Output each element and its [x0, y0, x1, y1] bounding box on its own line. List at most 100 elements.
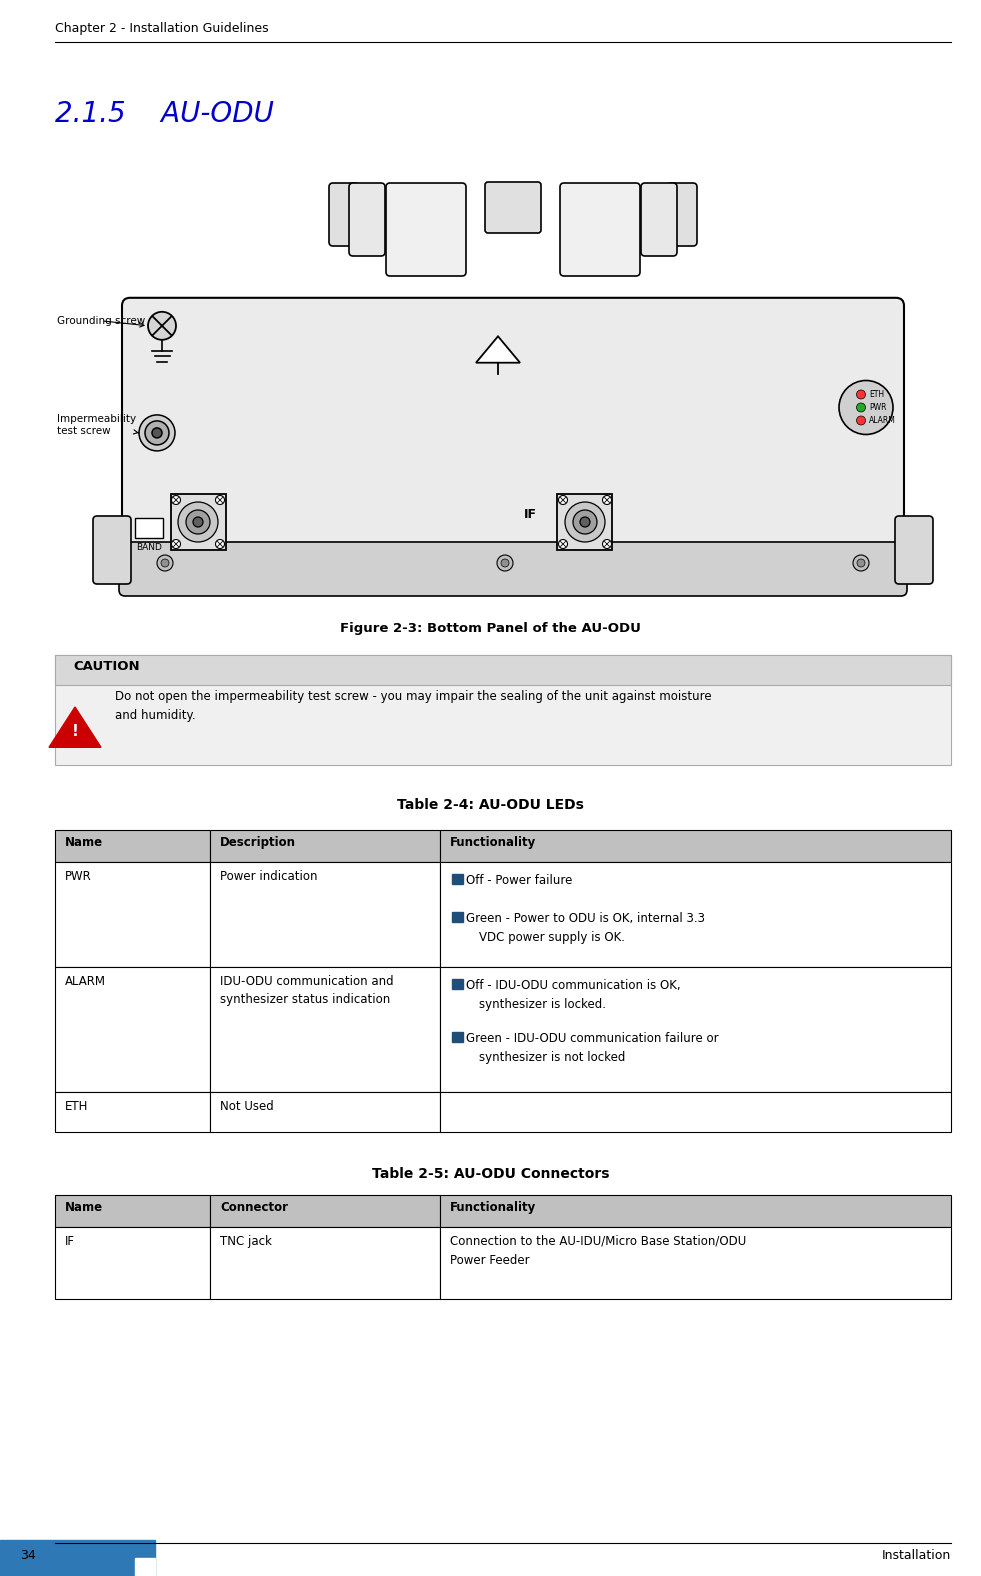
Circle shape: [857, 559, 865, 567]
Text: Off - IDU-ODU communication is OK,: Off - IDU-ODU communication is OK,: [466, 979, 681, 991]
Bar: [55, 656, 951, 686]
FancyBboxPatch shape: [895, 515, 933, 585]
Bar: [55, 1195, 210, 1228]
Circle shape: [172, 539, 181, 548]
Polygon shape: [476, 336, 520, 362]
Bar: [210, 968, 440, 1092]
Bar: [440, 1228, 951, 1299]
Bar: [210, 1228, 440, 1299]
Text: Impermeability
test screw: Impermeability test screw: [57, 414, 139, 435]
Circle shape: [558, 495, 567, 504]
Bar: [210, 862, 440, 968]
Bar: [55, 656, 951, 764]
Circle shape: [602, 539, 611, 548]
FancyBboxPatch shape: [386, 183, 466, 276]
Circle shape: [178, 503, 218, 542]
Circle shape: [856, 403, 865, 411]
Circle shape: [216, 495, 225, 504]
Circle shape: [148, 312, 176, 340]
Text: PWR: PWR: [869, 403, 887, 411]
FancyBboxPatch shape: [122, 298, 904, 567]
Bar: [440, 862, 951, 968]
Circle shape: [152, 429, 162, 438]
Bar: [557, 495, 612, 550]
Circle shape: [497, 555, 513, 571]
Text: IDU-ODU communication and
synthesizer status indication: IDU-ODU communication and synthesizer st…: [220, 976, 393, 1005]
Bar: [452, 979, 463, 990]
Circle shape: [216, 539, 225, 548]
FancyBboxPatch shape: [667, 183, 697, 246]
Text: synthesizer is not locked: synthesizer is not locked: [479, 1051, 625, 1064]
Circle shape: [139, 414, 175, 451]
Text: Do not open the impermeability test screw - you may impair the sealing of the un: Do not open the impermeability test scre…: [115, 690, 711, 722]
Circle shape: [856, 389, 865, 399]
Circle shape: [161, 559, 169, 567]
Circle shape: [839, 380, 893, 435]
Text: Functionality: Functionality: [450, 1201, 537, 1214]
Text: ETH: ETH: [65, 1100, 88, 1113]
FancyBboxPatch shape: [485, 181, 541, 233]
Text: Installation: Installation: [882, 1549, 951, 1562]
FancyBboxPatch shape: [641, 183, 677, 255]
Text: ETH: ETH: [869, 389, 884, 399]
Text: PWR: PWR: [65, 870, 92, 883]
Text: TNC jack: TNC jack: [220, 1236, 272, 1248]
Bar: [55, 862, 210, 968]
Text: Power indication: Power indication: [220, 870, 318, 883]
FancyBboxPatch shape: [560, 183, 640, 276]
Bar: [55, 656, 951, 686]
Text: Figure 2-3: Bottom Panel of the AU-ODU: Figure 2-3: Bottom Panel of the AU-ODU: [340, 623, 641, 635]
Text: 2.1.5    AU-ODU: 2.1.5 AU-ODU: [55, 99, 274, 128]
Text: Connector: Connector: [220, 1201, 288, 1214]
Text: Grounding screw: Grounding screw: [57, 315, 145, 326]
Text: Name: Name: [65, 835, 103, 849]
Bar: [452, 913, 463, 922]
Circle shape: [602, 495, 611, 504]
Bar: [210, 1092, 440, 1132]
Circle shape: [856, 416, 865, 426]
Bar: [135, 519, 163, 537]
Bar: [210, 1195, 440, 1228]
Bar: [55, 1092, 210, 1132]
Polygon shape: [49, 708, 101, 747]
Circle shape: [501, 559, 509, 567]
Bar: [452, 875, 463, 884]
Circle shape: [157, 555, 173, 571]
Bar: [452, 1032, 463, 1042]
Circle shape: [853, 555, 869, 571]
Circle shape: [558, 539, 567, 548]
Text: Functionality: Functionality: [450, 835, 537, 849]
Text: Chapter 2 - Installation Guidelines: Chapter 2 - Installation Guidelines: [55, 22, 269, 35]
Bar: [440, 831, 951, 862]
Text: CAUTION: CAUTION: [73, 660, 139, 673]
Bar: [440, 1195, 951, 1228]
Text: Table 2-5: AU-ODU Connectors: Table 2-5: AU-ODU Connectors: [372, 1166, 609, 1180]
FancyBboxPatch shape: [93, 515, 131, 585]
Text: Name: Name: [65, 1201, 103, 1214]
Text: VDC power supply is OK.: VDC power supply is OK.: [479, 931, 625, 944]
Text: !: !: [72, 725, 78, 739]
FancyBboxPatch shape: [329, 183, 359, 246]
Text: Table 2-4: AU-ODU LEDs: Table 2-4: AU-ODU LEDs: [397, 797, 584, 812]
Text: 34: 34: [20, 1549, 35, 1562]
Text: IF: IF: [65, 1236, 75, 1248]
Bar: [55, 1228, 210, 1299]
Text: Connection to the AU-IDU/Micro Base Station/ODU
Power Feeder: Connection to the AU-IDU/Micro Base Stat…: [450, 1236, 747, 1267]
Bar: [55, 831, 210, 862]
FancyBboxPatch shape: [119, 542, 907, 596]
Text: IF: IF: [524, 507, 537, 520]
Text: Not Used: Not Used: [220, 1100, 274, 1113]
Text: Off - Power failure: Off - Power failure: [466, 875, 572, 887]
FancyBboxPatch shape: [349, 183, 385, 255]
Circle shape: [186, 511, 210, 534]
Bar: [0, 1540, 155, 1576]
Text: Green - IDU-ODU communication failure or: Green - IDU-ODU communication failure or: [466, 1032, 719, 1045]
Text: ALARM: ALARM: [869, 416, 896, 426]
Bar: [55, 968, 210, 1092]
Bar: [440, 968, 951, 1092]
Bar: [135, 1559, 155, 1576]
Circle shape: [580, 517, 590, 526]
Bar: [171, 495, 226, 550]
Text: Description: Description: [220, 835, 296, 849]
Text: synthesizer is locked.: synthesizer is locked.: [479, 998, 606, 1010]
